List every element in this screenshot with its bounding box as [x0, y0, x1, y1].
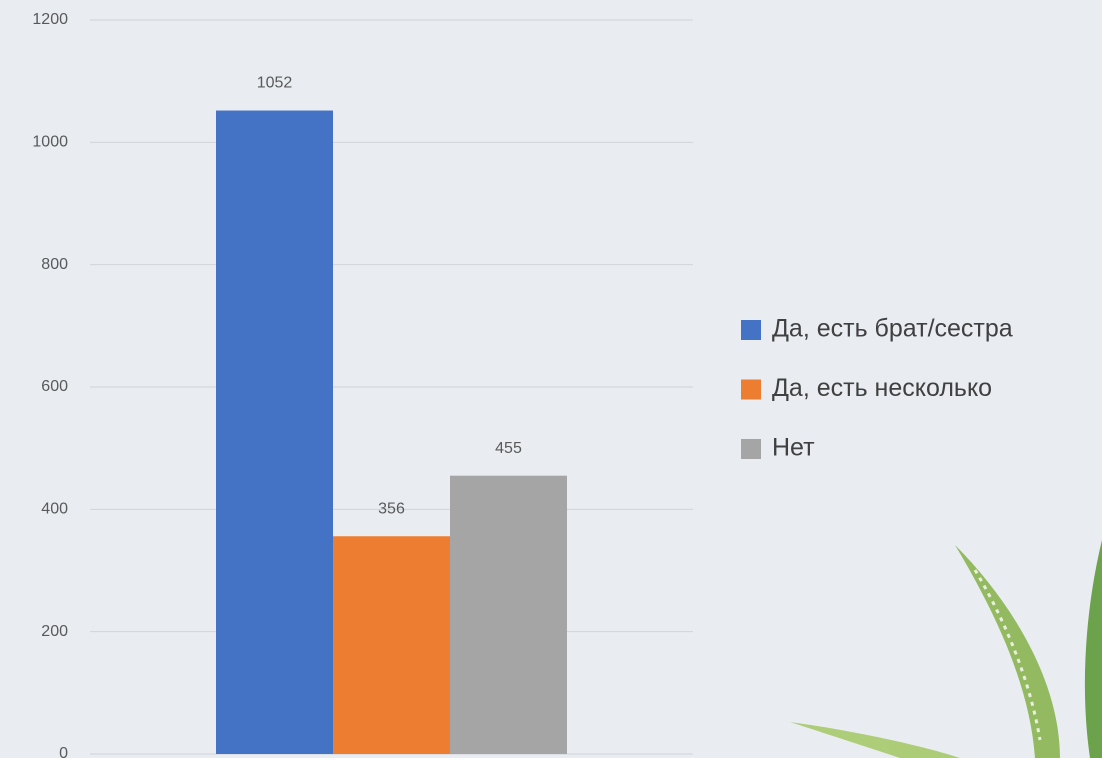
- chart: 0 200 400 600 800 1000 1200 1052 356 455 Да, есть …: [0, 0, 1102, 758]
- bar: [216, 111, 333, 754]
- plot-area: 0 200 400 600 800 1000 1200 1052 356 455 Да, есть …: [32, 11, 1012, 758]
- legend-swatch: [741, 380, 761, 400]
- legend-swatch: [741, 439, 761, 459]
- plant-decoration: [790, 540, 1102, 758]
- y-tick-label: 200: [41, 623, 68, 640]
- y-tick-label: 800: [41, 256, 68, 273]
- bar: [333, 536, 450, 754]
- legend-label: Да, есть несколько: [772, 374, 992, 402]
- legend-swatch: [741, 320, 761, 340]
- data-label: 356: [378, 500, 405, 517]
- y-tick-label: 1200: [32, 11, 68, 28]
- y-tick-label: 600: [41, 378, 68, 395]
- y-tick-label: 1000: [32, 134, 68, 151]
- legend-label: Да, есть брат/сестра: [772, 315, 1013, 343]
- data-label: 455: [495, 440, 522, 457]
- bar: [450, 476, 567, 754]
- y-tick-label: 0: [59, 745, 68, 758]
- legend-label: Нет: [772, 434, 815, 462]
- page: 0 200 400 600 800 1000 1200 1052 356 455 Да, есть …: [0, 0, 1102, 758]
- y-tick-label: 400: [41, 501, 68, 518]
- data-label: 1052: [257, 75, 293, 92]
